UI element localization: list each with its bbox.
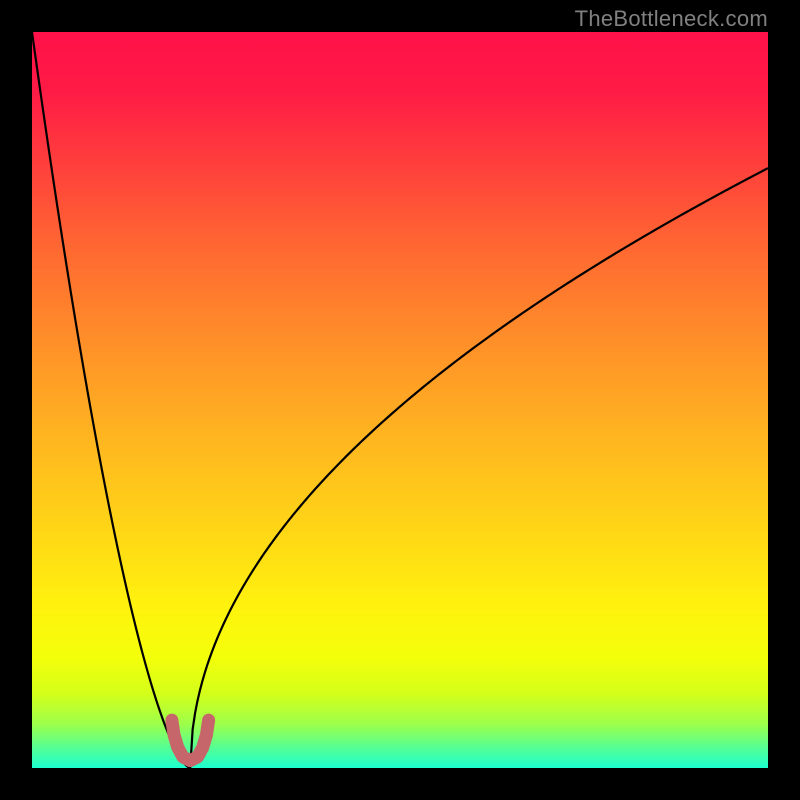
bottleneck-curve <box>32 32 768 768</box>
watermark-text: TheBottleneck.com <box>575 6 768 32</box>
root-frame: TheBottleneck.com <box>0 0 800 800</box>
bottom-u-mark <box>172 720 209 760</box>
plot-area <box>32 32 768 768</box>
curve-layer <box>32 32 768 768</box>
